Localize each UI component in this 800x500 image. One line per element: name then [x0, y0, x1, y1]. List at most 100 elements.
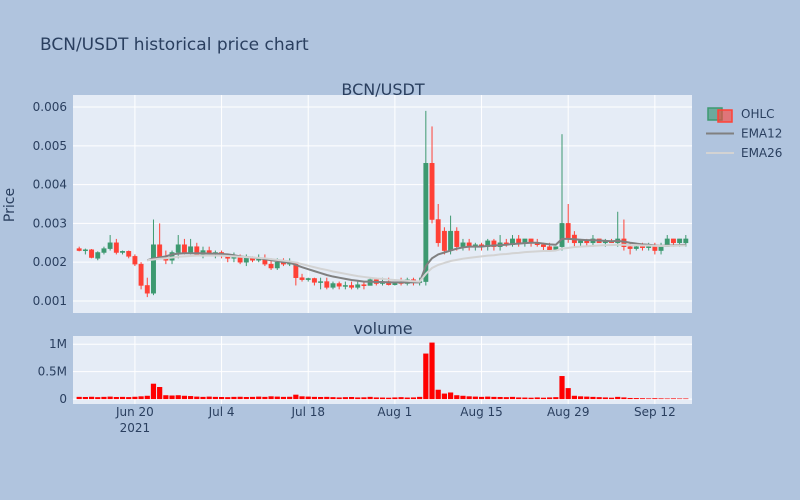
candle-body — [330, 283, 336, 288]
candle-body — [107, 242, 113, 249]
candle-body — [454, 230, 460, 247]
volume-bar — [392, 397, 398, 400]
volume-bar — [683, 398, 689, 400]
volume-bar — [670, 398, 677, 400]
volume-bar — [330, 397, 336, 400]
volume-bar — [491, 396, 497, 400]
candle-body — [429, 163, 435, 220]
candle-body — [683, 238, 689, 244]
legend-label: EMA26 — [741, 146, 782, 160]
candle-body — [448, 230, 454, 251]
volume-bar — [503, 397, 509, 400]
volume-bar — [522, 397, 528, 400]
candle-body — [311, 278, 317, 283]
candle-body — [95, 252, 101, 259]
y-axis-title: Price — [2, 188, 18, 222]
volume-bar — [113, 396, 119, 400]
candle-body — [640, 246, 645, 248]
volume-bar — [194, 396, 200, 400]
candle-body — [268, 263, 274, 269]
volume-bar — [256, 396, 262, 400]
volume-bar — [516, 397, 522, 400]
candle-body — [188, 246, 194, 253]
volume-bar — [435, 389, 441, 400]
y-tick-label: 0.005 — [33, 139, 67, 153]
candle-body — [646, 246, 652, 248]
volume-bar — [509, 396, 516, 400]
candle-body — [559, 223, 565, 247]
volume-bar — [677, 398, 683, 400]
volume-bar — [169, 395, 175, 400]
volume-bar — [311, 396, 318, 400]
volume-bar — [602, 397, 608, 400]
volume-bar — [305, 396, 311, 400]
volume-bar — [262, 396, 268, 400]
candle-body — [670, 238, 676, 244]
volume-bar — [237, 396, 243, 400]
volume-bar — [274, 396, 280, 400]
candle-body — [633, 246, 639, 249]
y-tick-label: 0.004 — [33, 178, 67, 192]
volume-bar — [206, 396, 212, 400]
volume-bar — [417, 396, 423, 400]
volume-bar — [652, 398, 658, 400]
candle-body — [342, 285, 348, 287]
y-tick-label: 0.002 — [33, 255, 67, 269]
candle-body — [132, 256, 138, 265]
volume-bar — [76, 396, 82, 400]
candle-body — [491, 240, 497, 247]
candle-body — [441, 230, 447, 251]
volume-bar — [478, 396, 485, 400]
volume-bar — [367, 396, 373, 400]
volume-bar — [528, 397, 534, 400]
volume-bar — [188, 396, 194, 400]
volume-bar — [423, 353, 429, 400]
volume-bar — [398, 397, 404, 400]
candle-body — [423, 163, 429, 282]
candle-body — [677, 238, 683, 244]
candle-body — [151, 244, 156, 294]
y-tick-label: 0.001 — [33, 294, 67, 308]
candle-body — [565, 223, 571, 240]
candle-body — [460, 242, 466, 247]
volume-bar — [342, 397, 348, 400]
volume-bar — [633, 398, 639, 400]
volume-bar — [584, 396, 590, 400]
candle-body — [76, 248, 82, 251]
volume-bar — [608, 397, 615, 400]
candle-body — [194, 246, 200, 255]
volume-bar — [534, 397, 540, 400]
volume-bar — [639, 398, 646, 400]
candle-body — [355, 284, 361, 288]
candle-body — [144, 285, 150, 294]
legend-label: OHLC — [741, 107, 775, 121]
volume-bar — [497, 396, 503, 400]
candle-body — [318, 281, 324, 283]
chart-title: BCN/USDT historical price chart — [40, 35, 309, 55]
x-tick-sublabel: 2021 — [120, 421, 151, 435]
volume-bar — [460, 395, 466, 400]
volume-bar — [540, 397, 547, 400]
y-tick-label: 0 — [59, 392, 67, 406]
candle-body — [274, 261, 280, 269]
volume-bar — [472, 396, 478, 400]
volume-bar — [577, 396, 584, 400]
candle-body — [540, 244, 546, 247]
x-tick-label: Aug 15 — [460, 405, 503, 419]
x-tick-label: Jun 20 — [115, 405, 154, 419]
volume-bar — [101, 396, 107, 400]
volume-bar — [293, 394, 299, 400]
volume-bar — [287, 396, 293, 400]
volume-bar — [410, 397, 417, 400]
volume-bar — [318, 396, 324, 400]
legend-swatch — [717, 109, 733, 123]
volume-bar — [447, 392, 454, 400]
y-tick-label: 1M — [49, 337, 67, 351]
subplot-title: volume — [353, 319, 412, 338]
x-tick-label: Sep 12 — [634, 405, 676, 419]
candle-body — [627, 246, 633, 249]
candle-body — [89, 249, 95, 258]
volume-bar — [88, 396, 95, 400]
y-tick-label: 0.006 — [33, 100, 67, 114]
